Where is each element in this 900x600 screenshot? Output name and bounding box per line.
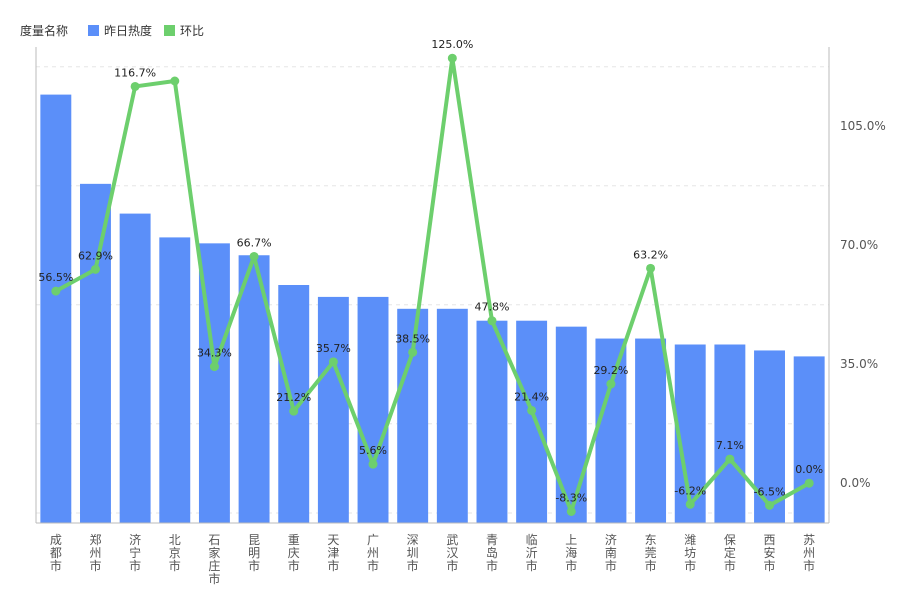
- right-tick-label: 35.0%: [840, 357, 878, 371]
- line-point-昆明市[interactable]: [249, 251, 259, 261]
- data-label: 125.0%: [431, 38, 473, 51]
- bar-天津市[interactable]: [317, 296, 349, 523]
- bar-郑州市[interactable]: [80, 183, 111, 523]
- line-point-重庆市[interactable]: [289, 406, 299, 416]
- x-axis-ticks: 成都市 郑州市 济宁市 北京市 石家庄市 昆明市 重庆市 天津市 广州市 深圳市 武汉市 青岛市 临沂市…: [50, 532, 815, 586]
- x-tick-label: 潍坊市: [684, 533, 696, 573]
- bar-青岛市[interactable]: [476, 320, 508, 523]
- data-label: 0.0%: [795, 463, 823, 476]
- line-point-石家庄市[interactable]: [209, 362, 219, 372]
- x-tick-label: 东莞市: [645, 533, 657, 573]
- line-point-北京市[interactable]: [170, 76, 180, 86]
- x-tick-label: 上海市: [565, 533, 577, 573]
- line-point-苏州市[interactable]: [804, 478, 814, 488]
- x-tick-label: 郑州市: [89, 532, 101, 573]
- right-tick-label: 0.0%: [840, 476, 871, 490]
- x-tick-label: 成都市: [50, 533, 62, 573]
- line-point-青岛市[interactable]: [487, 316, 497, 326]
- line-point-西安市[interactable]: [765, 500, 775, 510]
- line-point-临沂市[interactable]: [527, 405, 537, 415]
- bar-广州市[interactable]: [357, 296, 389, 523]
- x-tick-label: 天津市: [327, 533, 339, 573]
- x-tick-label: 保定市: [724, 533, 736, 573]
- data-label: 34.3%: [197, 347, 232, 360]
- line-series: [51, 53, 814, 516]
- x-tick-label: 济宁市: [129, 532, 141, 573]
- bar-series: [40, 94, 825, 524]
- line-data-labels: 56.5% 62.9% 116.7% 34.3% 66.7% 21.2% 35.7% 5.6%…: [38, 38, 823, 504]
- line-point-东莞市[interactable]: [646, 263, 656, 273]
- line-point-成都市[interactable]: [51, 286, 61, 296]
- data-label: 63.2%: [633, 248, 668, 261]
- x-tick-label: 青岛市: [486, 533, 498, 573]
- x-tick-label: 武汉市: [446, 533, 458, 573]
- right-tick-label: 70.0%: [840, 238, 878, 252]
- line-point-潍坊市[interactable]: [685, 499, 695, 509]
- x-tick-label: 苏州市: [803, 533, 815, 573]
- data-label: 38.5%: [395, 332, 430, 345]
- data-label: 21.4%: [514, 390, 549, 403]
- line-point-武汉市[interactable]: [447, 53, 457, 63]
- right-tick-label: 105.0%: [840, 119, 886, 133]
- legend-label-line[interactable]: 环比: [180, 24, 204, 38]
- legend-title: 度量名称: [20, 23, 68, 38]
- data-label: 66.7%: [237, 236, 272, 249]
- x-tick-label: 深圳市: [407, 533, 419, 573]
- bar-成都市[interactable]: [40, 94, 72, 523]
- line-path: [54, 56, 811, 514]
- right-axis-ticks: 0.0% 35.0% 70.0% 105.0%: [840, 119, 886, 490]
- bar-东莞市[interactable]: [635, 338, 667, 523]
- gridlines: [36, 66, 829, 514]
- data-label: 35.7%: [316, 342, 351, 355]
- axes: [35, 47, 830, 524]
- legend-label-bar[interactable]: 昨日热度: [104, 23, 152, 38]
- x-tick-label: 西安市: [764, 533, 776, 573]
- x-tick-label: 广州市: [367, 533, 379, 573]
- legend: 度量名称 昨日热度 环比: [20, 23, 204, 38]
- data-label: 5.6%: [359, 444, 387, 457]
- line-point-广州市[interactable]: [368, 459, 378, 469]
- x-tick-label: 济南市: [605, 532, 617, 573]
- data-label: 29.2%: [593, 364, 628, 377]
- legend-swatch-bar[interactable]: [88, 25, 99, 36]
- line-point-郑州市[interactable]: [90, 264, 100, 274]
- x-tick-label: 重庆市: [288, 533, 300, 573]
- data-label: -6.5%: [754, 485, 786, 498]
- bar-临沂市[interactable]: [516, 320, 548, 523]
- bar-苏州市[interactable]: [793, 356, 825, 523]
- bar-武汉市[interactable]: [436, 308, 468, 523]
- x-tick-label: 石家庄市: [208, 533, 220, 586]
- data-label: 47.8%: [474, 301, 509, 314]
- line-point-济南市[interactable]: [606, 379, 616, 389]
- line-point-上海市[interactable]: [566, 506, 576, 516]
- line-point-天津市[interactable]: [328, 357, 338, 367]
- x-tick-label: 昆明市: [248, 533, 260, 573]
- bar-济宁市[interactable]: [119, 213, 151, 523]
- data-label: 56.5%: [38, 271, 73, 284]
- bar-保定市[interactable]: [714, 344, 746, 524]
- line-point-济宁市[interactable]: [130, 81, 140, 91]
- data-label: 62.9%: [78, 249, 113, 262]
- data-label: 116.7%: [114, 66, 156, 79]
- line-point-深圳市[interactable]: [408, 347, 418, 357]
- data-label: 21.2%: [276, 391, 311, 404]
- x-tick-label: 北京市: [169, 533, 181, 573]
- data-label: -8.3%: [555, 491, 587, 504]
- x-tick-label: 临沂市: [526, 533, 538, 573]
- data-label: -6.2%: [674, 484, 706, 497]
- data-label: 7.1%: [716, 439, 744, 452]
- line-point-保定市[interactable]: [725, 454, 735, 464]
- bar-北京市[interactable]: [159, 237, 191, 523]
- legend-swatch-line[interactable]: [164, 25, 175, 36]
- bar-济南市[interactable]: [595, 338, 627, 523]
